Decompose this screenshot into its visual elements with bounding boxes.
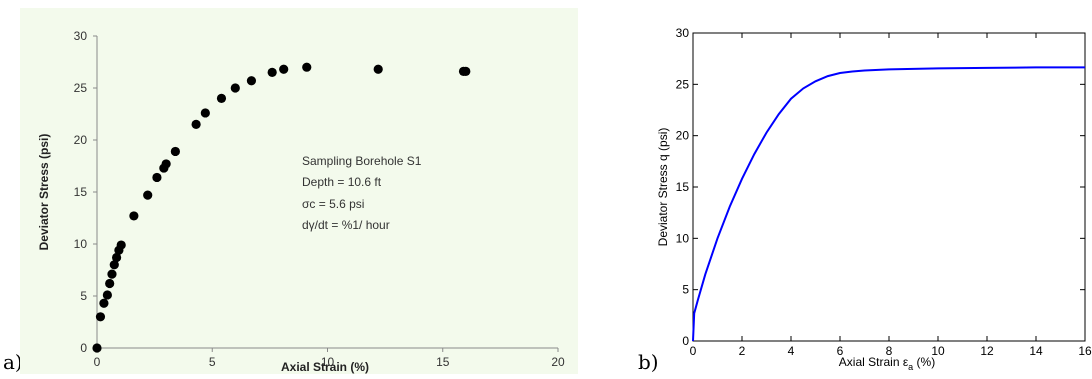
chart-a-y-tick-label: 30 [74,29,88,43]
chart-a-points [92,62,471,353]
annotation-line-3: σc = 5.6 psi [302,197,364,211]
chart-b-y-tick-label: 15 [676,180,690,194]
chart-b-x-tick-label: 16 [1078,344,1092,358]
panel-a-label: a) [3,350,23,374]
chart-a-data-point [152,172,162,183]
chart-a-data-point [279,64,289,74]
annotation-line-4: dγ/dt = %1/ hour [302,218,390,232]
chart-a-data-point [461,66,471,76]
chart-a-y-tick-label: 0 [80,341,87,355]
chart-b-x-tick-label: 10 [931,344,945,358]
chart-a-data-point [99,298,109,308]
chart-b-x-tick-label: 6 [837,344,844,358]
chart-a-y-axis-title: Deviator Stress (psi) [37,134,51,251]
chart-a-background [20,8,578,374]
chart-a-data-point [111,252,122,263]
chart-a-y-tick-label: 20 [74,133,88,147]
chart-a-data-point [129,211,139,221]
chart-a-y-tick-label: 15 [74,185,88,199]
annotation-line-1: Sampling Borehole S1 [302,154,422,168]
chart-b-x-tick-label: 12 [980,344,994,358]
chart-a-y-tick-label: 5 [80,289,87,303]
chart-b-y-tick-label: 25 [676,77,690,91]
chart-b-y-tick-label: 0 [682,334,689,348]
chart-b-x-tick-label: 14 [1029,344,1043,358]
chart-b-x-axis-title: Axial Strain εa (%) [839,355,935,372]
panel-b-label: b) [638,350,659,374]
chart-a-data-point [200,108,210,118]
chart-b-y-axis-title: Deviator Stress q (psi) [656,128,670,247]
chart-a-x-axis-title: Axial Strain (%) [281,360,369,374]
chart-b-x-axis-title-subscript: a [908,362,913,372]
chart-a-data-point [161,159,171,169]
chart-a-data-point [267,67,277,77]
chart-b-x-tick-label: 4 [788,344,795,358]
chart-a-x-tick-label: 15 [436,355,450,369]
chart-b-y-tick-label: 30 [676,26,690,40]
chart-a-x-tick-label: 0 [94,355,101,369]
chart-a-data-point [143,190,153,200]
chart-a-annotation: Sampling Borehole S1 Depth = 10.6 ft σc … [302,154,422,232]
chart-a-data-point [105,278,115,289]
chart-b-x-axis-title-unit: (%) [913,355,935,369]
chart-a-x-tick-label: 10 [321,355,335,369]
chart-b: 0 2 4 6 8 10 12 14 16 0 5 10 15 20 25 30 Axial Strain ε… [656,26,1092,372]
chart-b-x-tick-label: 0 [690,344,697,358]
chart-a-data-point [92,343,102,353]
chart-a: 0 5 10 15 20 0 5 10 15 20 25 30 Axial Strain (%) De… [20,8,578,374]
chart-b-x-axis-title-main: Axial Strain ε [839,355,909,369]
chart-b-y-tick-label: 5 [682,283,689,297]
chart-b-x-tick-label: 2 [739,344,746,358]
chart-a-data-point [107,269,117,279]
chart-a-x-tick-label: 5 [209,355,216,369]
chart-a-data-point [246,76,257,86]
chart-b-plot-frame [692,32,1086,342]
chart-a-data-point [95,312,106,322]
chart-a-data-point [230,83,240,93]
chart-a-data-point [170,146,180,157]
chart-a-data-point [302,62,312,72]
chart-a-y-tick-label: 25 [74,81,88,95]
chart-b-y-tick-label: 20 [676,129,690,143]
chart-a-x-tick-label: 20 [551,355,565,369]
annotation-line-2: Depth = 10.6 ft [302,175,382,189]
chart-b-x-tick-label: 8 [886,344,893,358]
chart-a-ticks: 0 5 10 15 20 0 5 10 15 20 25 30 [74,29,565,369]
chart-a-data-point [116,240,126,250]
chart-a-data-point [109,260,119,270]
chart-b-series-line [692,66,1085,342]
chart-a-y-tick-label: 10 [74,237,88,251]
chart-b-ticks: 0 2 4 6 8 10 12 14 16 0 5 10 15 20 25 30 [676,26,1092,358]
chart-a-data-point [216,93,227,103]
chart-a-data-point [191,119,201,129]
chart-a-data-point [373,64,383,74]
chart-a-data-point [102,290,112,300]
chart-b-y-tick-label: 10 [676,231,690,245]
